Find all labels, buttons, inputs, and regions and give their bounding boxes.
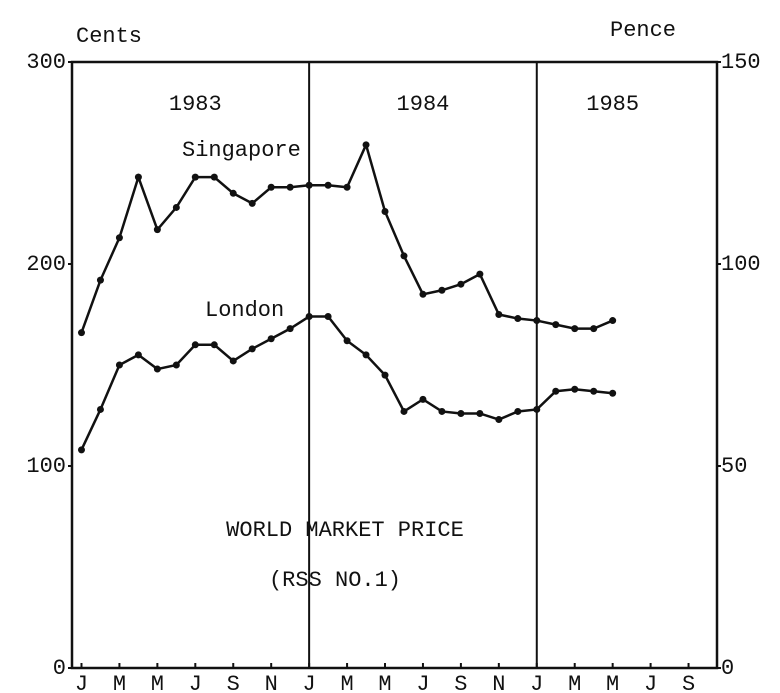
data-point [134,173,142,181]
data-point [476,409,484,417]
series-line [80,141,614,334]
y-tick-label: 200 [26,252,66,277]
series-line [80,315,613,451]
data-point [571,385,579,393]
data-point [267,335,275,343]
year-label: 1984 [397,92,450,117]
data-point [286,325,294,333]
x-tick-label: M [151,672,164,693]
data-point [609,389,617,397]
data-point [96,405,104,413]
data-point [248,345,256,353]
data-point [533,317,541,325]
data-point [476,270,484,278]
data-point [77,446,85,454]
x-tick-label: J [644,672,657,693]
year-label: 1983 [169,92,222,117]
data-point [552,387,560,395]
y-tick-label: 100 [26,454,66,479]
y2-tick-label: 150 [721,50,761,75]
data-point [134,351,142,359]
data-point [571,325,579,333]
x-tick-label: J [530,672,543,693]
data-point [381,207,389,215]
data-point [495,311,503,318]
x-tick-label: S [682,672,695,693]
plot-frame [70,60,719,670]
data-point [590,325,598,333]
x-tick-label: J [75,672,88,693]
data-point [267,183,275,191]
data-point [305,313,313,321]
x-tick-label: J [303,672,316,693]
data-point [115,234,123,242]
data-point [172,361,180,369]
data-point [324,313,332,321]
data-point [457,409,465,417]
x-tick-label: N [492,672,505,693]
x-tick-label: M [606,672,619,693]
x-tick-label: N [265,672,278,693]
data-point [324,181,332,189]
x-tick-label: M [340,672,353,693]
data-point [438,286,446,294]
data-point [115,361,123,369]
data-point [153,226,161,234]
data-point [172,203,180,211]
y2-tick-label: 50 [721,454,747,479]
data-point [381,371,389,379]
series-label: Singapore [182,138,301,163]
data-point [210,341,218,349]
data-point [438,407,446,415]
x-tick-label: M [568,672,581,693]
data-point [419,290,427,298]
data-point [229,189,237,197]
data-point [191,341,199,349]
data-point [400,252,408,260]
data-point [191,173,199,181]
data-point [362,141,370,149]
x-tick-label: J [416,672,429,693]
x-tick-label: S [454,672,467,693]
series-label: London [205,298,284,323]
annotation: WORLD MARKET PRICE [226,518,464,543]
annotation: (RSS NO.1) [269,568,401,593]
data-point [533,405,541,413]
data-point [305,181,313,189]
data-point [590,387,598,395]
x-tick-label: M [378,672,391,693]
data-point [210,173,218,181]
data-point [343,337,351,345]
data-point [96,276,104,284]
data-point [362,351,370,359]
data-point [286,183,294,191]
y2-tick-label: 100 [721,252,761,277]
y-tick-label: 300 [26,50,66,75]
y2-axis-label: Pence [610,18,676,43]
year-label: 1985 [586,92,639,117]
data-point [514,315,522,323]
data-point [343,183,351,191]
data-point [77,329,85,337]
data-point [153,365,161,373]
y2-tick-label: 0 [721,656,734,681]
data-point [248,199,256,207]
data-point [495,416,503,424]
data-point [552,321,560,329]
data-point [609,317,617,325]
y-tick-label: 0 [53,656,66,681]
data-point [457,280,465,288]
x-tick-label: S [227,672,240,693]
x-tick-label: M [113,672,126,693]
x-tick-label: J [189,672,202,693]
data-point [400,407,408,415]
data-point [229,357,237,365]
data-point [514,407,522,415]
y-axis-label: Cents [76,24,142,49]
data-point [419,395,427,403]
